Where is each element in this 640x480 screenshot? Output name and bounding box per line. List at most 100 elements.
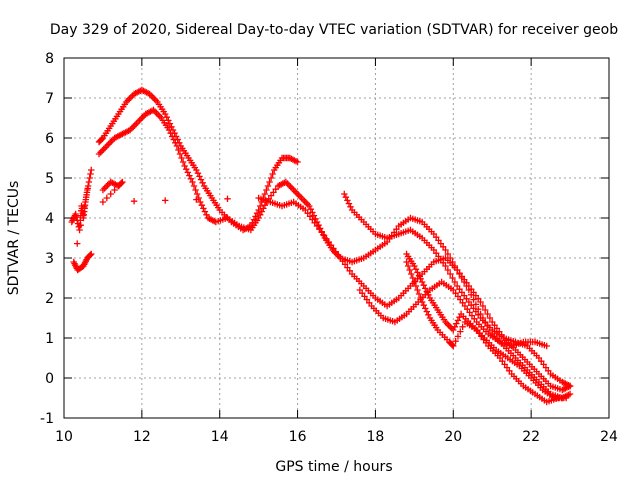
data-point xyxy=(269,170,276,178)
data-point xyxy=(84,185,91,192)
data-point xyxy=(408,270,415,278)
data-point xyxy=(422,305,429,312)
data-point xyxy=(486,314,494,322)
data-point xyxy=(409,274,416,282)
data-point xyxy=(412,266,420,273)
y-tick-label: 4 xyxy=(45,211,54,227)
data-point xyxy=(119,178,126,186)
data-point xyxy=(264,182,272,190)
x-tick-label: 18 xyxy=(367,429,385,445)
x-tick-label: 14 xyxy=(211,429,229,445)
y-axis-label: SDTVAR / TECUs xyxy=(6,181,22,296)
data-point xyxy=(453,320,460,327)
data-point xyxy=(193,190,201,198)
chart-title: Day 329 of 2020, Sidereal Day-to-day VTE… xyxy=(50,22,618,38)
y-tick-label: 6 xyxy=(45,131,54,147)
y-tick-label: 7 xyxy=(45,91,54,107)
data-point xyxy=(470,296,477,303)
y-tick-label: 8 xyxy=(45,51,54,67)
data-point xyxy=(420,282,427,289)
data-point xyxy=(179,158,187,166)
data-point xyxy=(190,182,198,190)
data-point xyxy=(484,310,491,318)
data-point xyxy=(196,173,203,180)
data-point xyxy=(77,222,84,229)
data-point xyxy=(444,266,452,274)
data-point xyxy=(189,178,196,186)
data-point xyxy=(442,246,449,254)
data-point xyxy=(411,278,418,286)
data-point xyxy=(345,200,353,207)
data-point xyxy=(81,203,88,210)
x-tick-label: 12 xyxy=(133,429,151,445)
data-point xyxy=(107,190,114,198)
data-point xyxy=(457,328,464,335)
y-tick-label: 5 xyxy=(45,171,54,187)
data-point xyxy=(87,251,94,258)
data-point xyxy=(224,195,231,202)
data-point xyxy=(111,186,118,194)
data-point xyxy=(403,258,410,266)
data-point xyxy=(267,174,275,182)
data-point xyxy=(186,172,193,179)
data-point xyxy=(342,194,350,201)
y-tick-label: -1 xyxy=(40,411,54,427)
y-tick-label: 1 xyxy=(45,331,54,347)
data-point xyxy=(566,390,574,398)
data-point xyxy=(181,162,188,170)
data-point xyxy=(307,206,315,213)
data-point xyxy=(130,198,138,205)
data-point xyxy=(417,294,424,302)
data-point xyxy=(203,211,210,218)
data-point xyxy=(415,290,423,298)
x-tick-label: 24 xyxy=(600,429,618,445)
data-point xyxy=(566,382,574,390)
data-point xyxy=(198,202,206,209)
x-tick-label: 22 xyxy=(522,429,540,445)
data-point xyxy=(103,194,111,202)
data-points xyxy=(68,86,574,406)
data-point xyxy=(88,166,95,174)
data-point xyxy=(449,342,456,349)
data-point xyxy=(482,306,489,314)
data-point xyxy=(175,146,182,154)
data-point xyxy=(201,208,209,215)
data-point xyxy=(414,286,421,294)
data-point xyxy=(452,338,459,345)
data-point xyxy=(341,190,348,198)
data-point xyxy=(423,308,431,315)
data-point xyxy=(477,298,484,306)
data-point xyxy=(442,262,449,270)
data-point xyxy=(74,240,81,247)
data-point xyxy=(176,150,184,158)
data-point xyxy=(261,202,269,209)
x-tick-label: 16 xyxy=(289,429,307,445)
data-point xyxy=(425,311,432,318)
data-point xyxy=(294,158,301,166)
data-point xyxy=(456,314,463,321)
data-point xyxy=(86,174,93,182)
data-point xyxy=(72,210,79,218)
data-point xyxy=(449,274,456,282)
data-point xyxy=(183,166,190,173)
data-point xyxy=(472,301,480,308)
data-point xyxy=(459,323,466,330)
data-point xyxy=(451,278,459,286)
data-point xyxy=(263,186,270,194)
data-point xyxy=(562,394,570,402)
data-point xyxy=(200,205,207,212)
data-point xyxy=(450,342,457,350)
data-point xyxy=(193,196,200,203)
data-point xyxy=(85,178,93,186)
data-point xyxy=(310,212,318,219)
data-point xyxy=(162,197,169,204)
data-point xyxy=(454,317,462,324)
data-point xyxy=(420,302,427,309)
data-point xyxy=(178,154,185,162)
data-point xyxy=(261,190,269,198)
data-point xyxy=(479,302,487,310)
x-tick-label: 10 xyxy=(55,429,73,445)
data-point xyxy=(555,394,562,402)
data-point xyxy=(187,175,195,182)
